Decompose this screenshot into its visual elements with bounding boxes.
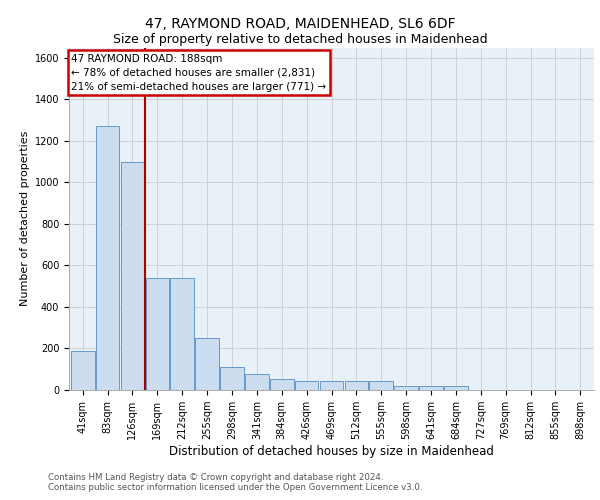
Bar	[170, 278, 194, 390]
Bar	[370, 380, 393, 390]
Bar	[245, 374, 269, 390]
Bar	[96, 126, 119, 390]
Bar	[320, 380, 343, 390]
Bar	[270, 378, 293, 390]
Text: Size of property relative to detached houses in Maidenhead: Size of property relative to detached ho…	[113, 32, 487, 46]
X-axis label: Distribution of detached houses by size in Maidenhead: Distribution of detached houses by size …	[169, 445, 494, 458]
Text: 47, RAYMOND ROAD, MAIDENHEAD, SL6 6DF: 47, RAYMOND ROAD, MAIDENHEAD, SL6 6DF	[145, 18, 455, 32]
Bar	[419, 386, 443, 390]
Bar	[146, 278, 169, 390]
Bar	[71, 350, 95, 390]
Text: 47 RAYMOND ROAD: 188sqm
← 78% of detached houses are smaller (2,831)
21% of semi: 47 RAYMOND ROAD: 188sqm ← 78% of detache…	[71, 54, 326, 92]
Text: Contains HM Land Registry data © Crown copyright and database right 2024.
Contai: Contains HM Land Registry data © Crown c…	[48, 472, 422, 492]
Bar	[444, 386, 468, 390]
Bar	[195, 338, 219, 390]
Bar	[394, 386, 418, 390]
Bar	[121, 162, 144, 390]
Bar	[220, 367, 244, 390]
Bar	[344, 380, 368, 390]
Bar	[295, 380, 319, 390]
Y-axis label: Number of detached properties: Number of detached properties	[20, 131, 31, 306]
